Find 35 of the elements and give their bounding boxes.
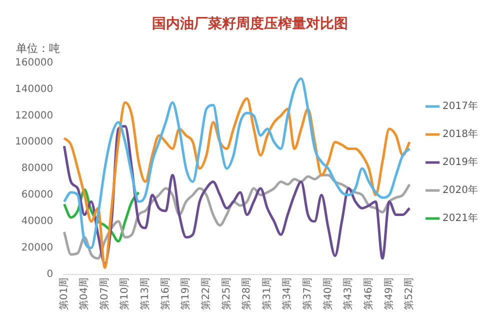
x-tick-label: 第34周 (281, 277, 294, 310)
x-tick-label: 第04周 (78, 277, 90, 310)
x-tick-label: 第22周 (200, 277, 212, 310)
line-series (62, 77, 411, 250)
x-tick-label: 第52周 (403, 277, 416, 310)
y-tick-label: 100000 (14, 136, 54, 148)
chart-title: 国内油厂菜籽周度压榨量对比图 (152, 15, 348, 32)
y-axis-title: 单位：吨 (16, 42, 60, 56)
y-tick-label: 0 (46, 268, 54, 280)
y-tick-label: 80000 (21, 163, 54, 174)
legend-label: 2019年 (442, 156, 478, 168)
legend-label: 2017年 (442, 100, 478, 112)
x-tick-label: 第01周 (58, 277, 70, 310)
x-tick-label: 第31周 (260, 277, 273, 310)
x-tick-label: 第43周 (342, 277, 354, 310)
x-tick-label: 第28周 (240, 277, 253, 310)
y-tick-label: 20000 (21, 242, 54, 254)
x-tick-label: 第37周 (302, 277, 314, 310)
legend-label: 2018年 (442, 128, 478, 140)
x-tick-label: 第40周 (322, 277, 334, 310)
x-tick-label: 第46周 (362, 277, 375, 310)
x-tick-label: 第07周 (98, 277, 110, 310)
y-tick-label: 40000 (21, 216, 54, 227)
y-tick-label: 160000 (14, 57, 54, 68)
y-tick-label: 120000 (14, 110, 54, 122)
legend-label: 2021年 (442, 212, 478, 224)
y-tick-label: 140000 (14, 84, 54, 95)
x-tick-label: 第49周 (382, 277, 395, 310)
legend-label: 2020年 (442, 184, 478, 196)
x-tick-label: 第13周 (139, 277, 152, 310)
x-tick-label: 第16周 (159, 277, 172, 310)
x-tick-label: 第10周 (118, 277, 131, 310)
y-tick-label: 60000 (21, 190, 54, 201)
x-tick-label: 第19周 (180, 277, 192, 310)
x-tick-label: 第25周 (220, 277, 232, 310)
